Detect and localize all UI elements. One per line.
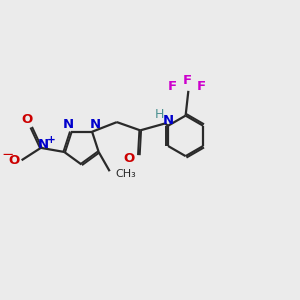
Text: N: N — [89, 118, 100, 131]
Text: N: N — [38, 139, 49, 152]
Text: F: F — [182, 74, 191, 87]
Text: O: O — [123, 152, 134, 165]
Text: O: O — [21, 113, 32, 127]
Text: F: F — [197, 80, 206, 93]
Text: CH₃: CH₃ — [115, 169, 136, 179]
Text: N: N — [62, 118, 74, 131]
Text: +: + — [46, 135, 56, 145]
Text: H: H — [154, 108, 164, 121]
Text: N: N — [163, 114, 174, 127]
Text: −: − — [1, 147, 13, 162]
Text: O: O — [9, 154, 20, 167]
Text: F: F — [168, 80, 177, 93]
